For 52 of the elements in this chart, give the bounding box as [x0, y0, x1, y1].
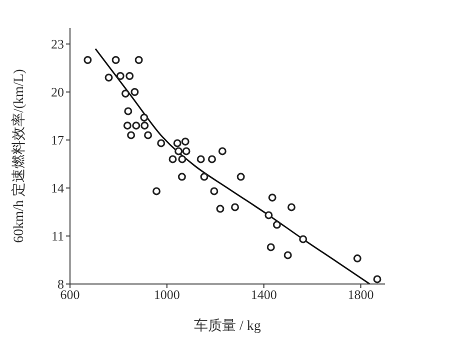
y-tick-label: 14 — [51, 180, 64, 196]
point — [140, 114, 148, 122]
point — [173, 139, 182, 148]
y-tick-label: 11 — [51, 228, 64, 244]
point — [268, 194, 276, 202]
point — [353, 254, 362, 262]
point — [208, 155, 216, 164]
point — [287, 203, 296, 212]
point — [272, 220, 281, 229]
point — [178, 172, 186, 181]
y-axis-title: 60km/h 定速燃料效率/(km/L) — [10, 68, 27, 243]
point — [174, 147, 183, 156]
x-axis-title: 车质量 / kg — [194, 318, 261, 334]
point — [218, 147, 226, 156]
point — [123, 122, 132, 130]
point — [132, 122, 140, 130]
point — [130, 88, 139, 96]
point — [299, 235, 308, 244]
x-tick-label: 1400 — [250, 287, 277, 302]
point — [182, 147, 190, 156]
point — [216, 204, 224, 213]
point — [284, 251, 292, 260]
y-tick-label: 20 — [51, 84, 64, 100]
point — [210, 187, 218, 196]
point — [126, 72, 134, 80]
x-tick-label: 1000 — [154, 287, 180, 302]
point — [140, 122, 149, 130]
point — [127, 131, 136, 140]
point — [231, 203, 240, 212]
point — [168, 155, 177, 164]
y-tick-label: 17 — [51, 132, 64, 148]
point — [373, 275, 382, 284]
point — [157, 139, 166, 148]
point — [144, 131, 152, 140]
point — [152, 187, 161, 196]
point — [134, 56, 143, 64]
point — [121, 90, 130, 98]
point — [124, 107, 132, 116]
point — [178, 155, 186, 164]
line-series — [94, 48, 370, 284]
point — [264, 211, 273, 220]
point — [112, 56, 120, 64]
y-tick-label: 23 — [51, 36, 64, 52]
point — [200, 172, 208, 181]
point — [84, 56, 92, 64]
point — [266, 243, 275, 252]
point — [181, 138, 190, 146]
point — [116, 72, 124, 80]
point — [236, 172, 245, 181]
point — [196, 155, 205, 164]
x-tick-label: 1800 — [348, 287, 374, 302]
point — [104, 74, 113, 82]
